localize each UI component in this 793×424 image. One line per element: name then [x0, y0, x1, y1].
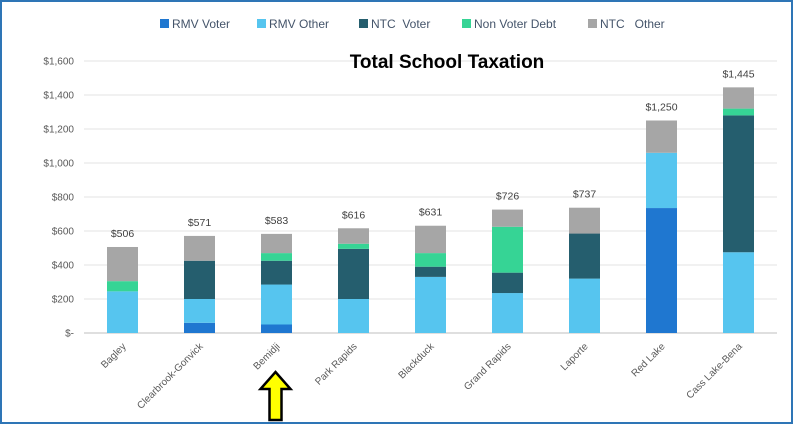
y-tick-label: $200 — [52, 295, 75, 306]
bar-segment — [184, 322, 215, 333]
bars — [107, 87, 754, 333]
annotation — [257, 370, 294, 422]
legend-label: Non Voter Debt — [474, 17, 557, 31]
x-tick-label: Laporte — [559, 341, 591, 373]
legend-swatch — [160, 19, 169, 28]
legend-swatch — [359, 19, 368, 28]
bar-segment — [723, 87, 754, 109]
bar-segment — [415, 253, 446, 267]
bar-segment — [492, 272, 523, 294]
x-tick-label: Blackduck — [397, 341, 438, 382]
legend: RMV Voter RMV Other NTC Voter Non Voter Deb… — [160, 17, 665, 31]
bar-segment — [261, 260, 292, 285]
bar-segment — [569, 233, 600, 279]
total-labels: $506 $571 $583 $616 $631 $726 $737 $1,250 $1,445 — [111, 68, 755, 240]
total-label: $726 — [496, 191, 520, 203]
bar-segment — [646, 152, 677, 209]
bar-segment — [723, 108, 754, 116]
bar-segment — [338, 243, 369, 249]
y-tick-label: $800 — [52, 193, 75, 204]
bar-segment — [492, 209, 523, 227]
bar-segment — [261, 284, 292, 325]
bar-segment — [184, 299, 215, 323]
bar-segment — [107, 291, 138, 333]
y-tick-label: $1,200 — [43, 125, 74, 136]
bar-segment — [569, 278, 600, 333]
total-label: $506 — [111, 228, 135, 240]
y-tick-label: $400 — [52, 261, 75, 272]
bar-segment — [415, 276, 446, 333]
bar-segment — [415, 266, 446, 277]
y-tick-label: $1,000 — [43, 159, 74, 170]
bar-segment — [338, 299, 369, 333]
total-label: $583 — [265, 215, 289, 227]
legend-swatch — [588, 19, 597, 28]
bar-segment — [338, 228, 369, 244]
y-tick-label: $- — [65, 329, 74, 340]
bar-segment — [107, 246, 138, 282]
bar-segment — [723, 115, 754, 253]
legend-label: NTC Voter — [371, 17, 430, 31]
total-label: $616 — [342, 209, 366, 221]
bar-segment — [184, 260, 215, 299]
bar-segment — [261, 324, 292, 333]
bar-segment — [492, 293, 523, 333]
x-tick-label: Bagley — [99, 341, 128, 370]
total-label: $631 — [419, 207, 443, 219]
x-tick-label: Cass Lake-Bena — [685, 341, 745, 401]
bar-segment — [338, 248, 369, 299]
total-label: $1,445 — [722, 68, 754, 80]
y-tick-label: $1,400 — [43, 91, 74, 102]
bar-segment — [184, 235, 215, 261]
legend-label: RMV Voter — [172, 17, 230, 31]
x-axis: Bagley Clearbrook-Gonvick Bemidji Park Rapi… — [99, 341, 745, 412]
x-tick-label: Bemidji — [252, 341, 283, 372]
y-tick-label: $600 — [52, 227, 75, 238]
total-label: $571 — [188, 217, 212, 229]
chart-title: Total School Taxation — [350, 52, 545, 73]
y-tick-label: $1,600 — [43, 57, 74, 68]
legend-label: NTC Other — [600, 17, 665, 31]
x-tick-label: Clearbrook-Gonvick — [135, 341, 206, 412]
bar-segment — [492, 226, 523, 273]
legend-label: RMV Other — [269, 17, 329, 31]
total-label: $1,250 — [645, 102, 677, 114]
bar-segment — [646, 208, 677, 333]
up-arrow-icon — [257, 370, 294, 422]
bar-segment — [569, 207, 600, 234]
x-tick-label: Park Rapids — [313, 341, 359, 387]
bar-segment — [646, 120, 677, 153]
bar-segment — [723, 252, 754, 333]
bar-segment — [261, 253, 292, 261]
x-tick-label: Red Lake — [630, 341, 668, 379]
x-tick-label: Grand Rapids — [462, 341, 513, 392]
bar-segment — [415, 225, 446, 254]
y-axis: $- $200 $400 $600 $800 $1,000 $1,200 $1,400 $1,6… — [43, 57, 74, 340]
bar-segment — [261, 233, 292, 254]
legend-swatch — [462, 19, 471, 28]
total-label: $737 — [573, 189, 597, 201]
bar-segment — [107, 281, 138, 292]
legend-swatch — [257, 19, 266, 28]
